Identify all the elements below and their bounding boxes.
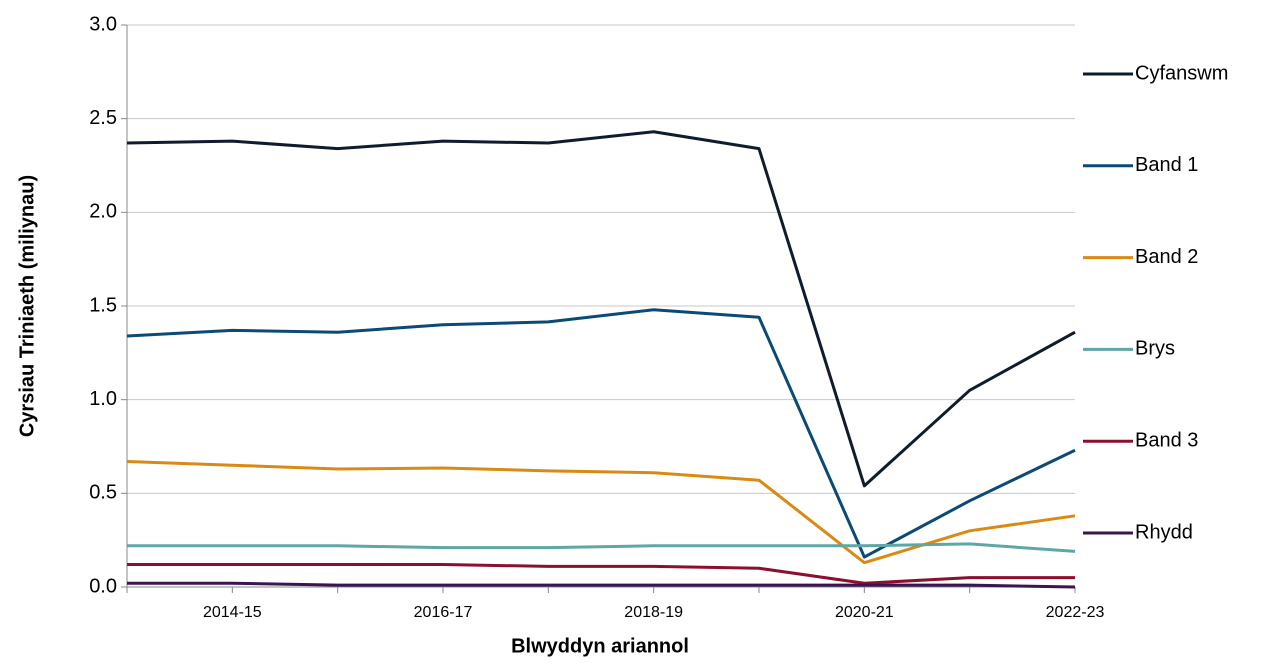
series-line — [126, 459, 1076, 565]
series-line — [126, 130, 1076, 488]
legend-label: Brys — [1135, 338, 1175, 360]
y-axis-label: Cyrsiau Triniaeth (miliynau) — [16, 175, 38, 437]
legend-label: Band 2 — [1135, 246, 1198, 268]
x-tick-label: 2020-21 — [835, 604, 894, 621]
series-line — [127, 542, 1076, 553]
series-line — [127, 581, 1076, 589]
legend-label: Band 3 — [1135, 429, 1198, 451]
y-tick-label: 2.0 — [89, 201, 117, 223]
x-tick-label: 2022-23 — [1046, 604, 1105, 621]
legend-label: Cyfanswm — [1135, 62, 1228, 84]
x-tick-label: 2014-15 — [203, 604, 262, 621]
x-tick-label: 2018-19 — [624, 604, 683, 621]
y-tick-label: 1.0 — [89, 388, 117, 410]
legend-label: Rhydd — [1135, 521, 1193, 543]
legend-label: Band 1 — [1135, 154, 1198, 176]
series-line — [126, 308, 1076, 559]
y-tick-label: 1.5 — [89, 294, 117, 316]
series-line — [127, 563, 1075, 585]
y-tick-label: 2.5 — [89, 107, 117, 129]
y-tick-label: 0.0 — [89, 575, 117, 597]
y-tick-label: 0.5 — [89, 482, 117, 504]
y-tick-label: 3.0 — [89, 13, 117, 35]
x-axis-label: Blwyddyn ariannol — [511, 635, 689, 657]
x-tick-label: 2016-17 — [414, 604, 473, 621]
